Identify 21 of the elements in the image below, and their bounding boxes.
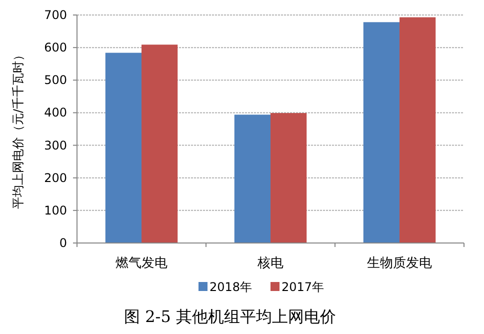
y-tick-label: 100 <box>44 203 67 218</box>
y-tick-label: 500 <box>44 73 67 88</box>
y-tick-label: 600 <box>44 40 67 55</box>
y-tick-label: 400 <box>44 106 67 120</box>
y-tick-label: 0 <box>59 236 67 250</box>
x-tick-label: 燃气发电 <box>116 256 168 271</box>
bar <box>105 52 142 243</box>
bar <box>400 17 436 243</box>
bar <box>363 22 400 243</box>
y-tick-label: 700 <box>44 8 67 22</box>
bar <box>142 44 178 243</box>
legend-label: 2017年 <box>282 280 324 294</box>
legend-label: 2018年 <box>210 280 252 294</box>
bar <box>234 114 270 243</box>
y-axis-title: 平均上网电价（元/千千瓦时） <box>11 48 25 210</box>
y-tick-label: 200 <box>44 170 67 185</box>
x-tick-label: 生物质发电 <box>367 256 432 271</box>
y-tick-label: 300 <box>44 138 67 152</box>
x-tick-label: 核电 <box>256 256 284 271</box>
bar <box>270 113 307 243</box>
text: 图 2-5 其他机组平均上网电价 <box>124 307 336 326</box>
